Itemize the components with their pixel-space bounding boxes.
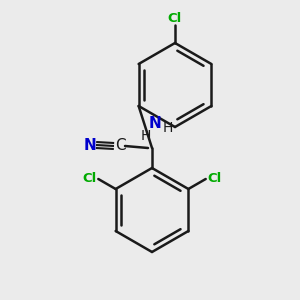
Text: C: C (115, 139, 125, 154)
Text: Cl: Cl (168, 11, 182, 25)
Text: Cl: Cl (208, 172, 222, 184)
Text: H: H (141, 129, 151, 143)
Text: N: N (149, 116, 162, 130)
Text: N: N (84, 137, 96, 152)
Text: Cl: Cl (82, 172, 96, 184)
Text: H: H (162, 121, 172, 135)
